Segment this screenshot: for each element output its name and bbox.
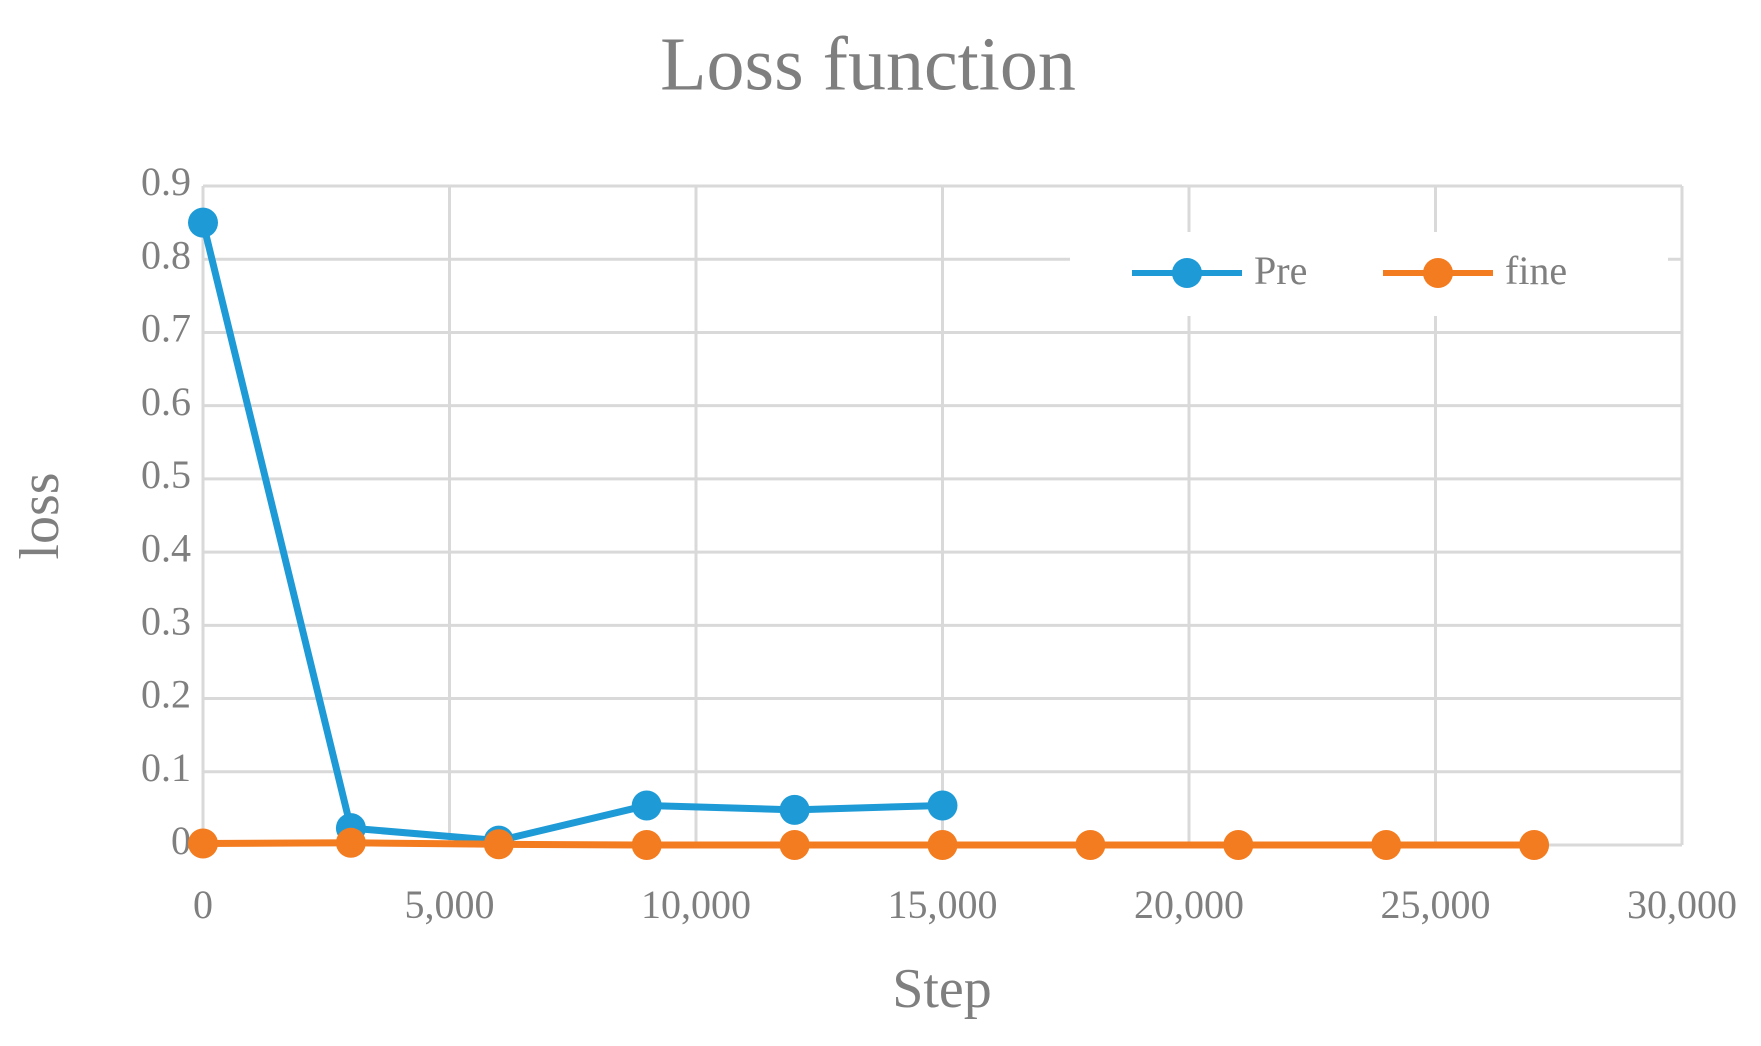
x-tick-label: 5,000 <box>405 882 495 927</box>
y-tick-label: 0.3 <box>141 599 191 644</box>
data-point <box>188 207 218 238</box>
legend-label: Pre <box>1254 248 1307 293</box>
legend-marker <box>1423 258 1453 288</box>
x-tick-label: 0 <box>193 882 213 927</box>
y-tick-label: 0.2 <box>141 672 191 717</box>
data-point <box>779 830 810 860</box>
legend-label: fine <box>1505 248 1567 293</box>
data-point <box>1223 830 1254 860</box>
y-tick-label: 0.7 <box>141 306 191 351</box>
x-tick-label: 30,000 <box>1627 882 1737 927</box>
x-tick-label: 25,000 <box>1381 882 1491 927</box>
data-point <box>1371 830 1402 860</box>
data-point <box>631 790 662 821</box>
y-tick-label: 0.5 <box>141 452 191 497</box>
data-point <box>927 830 958 860</box>
data-point <box>631 830 662 860</box>
y-tick-label: 0.4 <box>141 525 191 570</box>
data-point <box>1519 830 1550 860</box>
y-tick-label: 0.9 <box>141 159 191 204</box>
y-tick-label: 0.6 <box>141 379 191 424</box>
series-line <box>199 221 943 845</box>
data-point <box>927 790 958 821</box>
x-tick-label: 20,000 <box>1134 882 1244 927</box>
data-point <box>188 828 218 859</box>
x-tick-label: 10,000 <box>641 882 751 927</box>
data-point <box>483 829 514 860</box>
y-tick-label: 0.8 <box>141 232 191 277</box>
y-axis-label: loss <box>9 472 71 559</box>
series-line <box>202 839 1535 849</box>
y-tick-label: 0 <box>171 818 191 863</box>
data-point <box>1075 830 1106 860</box>
data-point <box>779 794 810 825</box>
legend-marker <box>1172 258 1202 288</box>
x-axis-label: Step <box>892 958 992 1020</box>
x-tick-label: 15,000 <box>888 882 998 927</box>
chart-title: Loss function <box>660 22 1076 106</box>
data-point <box>335 827 366 858</box>
y-tick-label: 0.1 <box>141 745 191 790</box>
